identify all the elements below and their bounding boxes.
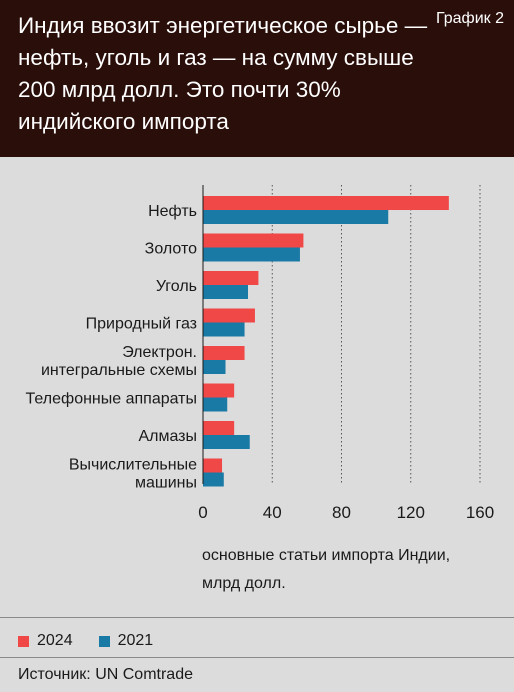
category-label-7-0: Вычислительные — [69, 457, 197, 474]
category-label-4-0: Электрон. — [122, 344, 197, 361]
legend-swatch-2021 — [98, 635, 110, 647]
bar-2021-0 — [203, 210, 389, 224]
chart-header: Индия ввозит энергетическое сырье — нефт… — [0, 0, 514, 157]
bar-2024-1 — [203, 233, 304, 248]
bar-2021-1 — [203, 247, 300, 262]
bar-2024-5 — [203, 383, 235, 398]
category-label-4-1: интегральные схемы — [41, 362, 197, 379]
x-tick-label-120: 120 — [397, 503, 425, 522]
source-divider — [0, 657, 514, 658]
x-tick-label-40: 40 — [263, 503, 282, 522]
category-label-5: Телефонные аппараты — [26, 391, 197, 408]
x-tick-label-80: 80 — [332, 503, 351, 522]
source-note: Источник: UN Comtrade — [18, 666, 193, 683]
axis-note-line-2: млрд долл. — [202, 575, 286, 592]
axis-note: основные статьи импорта Индии, млрд долл… — [202, 542, 502, 598]
axis-note-line-1: основные статьи импорта Индии, — [202, 547, 451, 564]
legend-item-2024: 2024 — [18, 632, 73, 650]
category-label-3: Природный газ — [86, 316, 197, 333]
x-tick-label-160: 160 — [466, 503, 494, 522]
legend-divider — [0, 617, 514, 618]
bar-2024-0 — [203, 196, 449, 210]
bar-2021-5 — [203, 397, 228, 412]
legend-item-2021: 2021 — [98, 632, 154, 650]
category-label-0: Нефть — [148, 203, 197, 220]
bar-2024-3 — [203, 308, 255, 323]
category-label-1: Золото — [145, 241, 197, 258]
legend-label-2024: 2024 — [37, 632, 73, 649]
legend-label-2021: 2021 — [117, 632, 154, 649]
bar-chart: Нефть Золото Уголь Природный газ Электрон.ин… — [26, 185, 494, 522]
bar-2024-4 — [203, 346, 245, 360]
bar-2024-2 — [203, 271, 259, 285]
bar-2021-3 — [203, 322, 245, 337]
category-label-7-1: машины — [135, 475, 197, 492]
bar-2024-7 — [203, 458, 223, 473]
bar-2021-7 — [203, 472, 224, 487]
bar-2021-4 — [203, 360, 226, 374]
chart-number-badge: График 2 — [435, 10, 504, 27]
x-tick-label-0: 0 — [198, 503, 207, 522]
legend-swatch-2024 — [18, 635, 29, 647]
bar-2021-2 — [203, 285, 249, 299]
chart-title: Индия ввозит энергетическое сырье — нефт… — [18, 13, 428, 134]
category-label-6: Алмазы — [138, 428, 197, 445]
legend: 2024 2021 — [18, 632, 179, 650]
bar-2021-6 — [203, 435, 250, 449]
category-label-2: Уголь — [156, 278, 197, 295]
bar-2024-6 — [203, 421, 235, 435]
